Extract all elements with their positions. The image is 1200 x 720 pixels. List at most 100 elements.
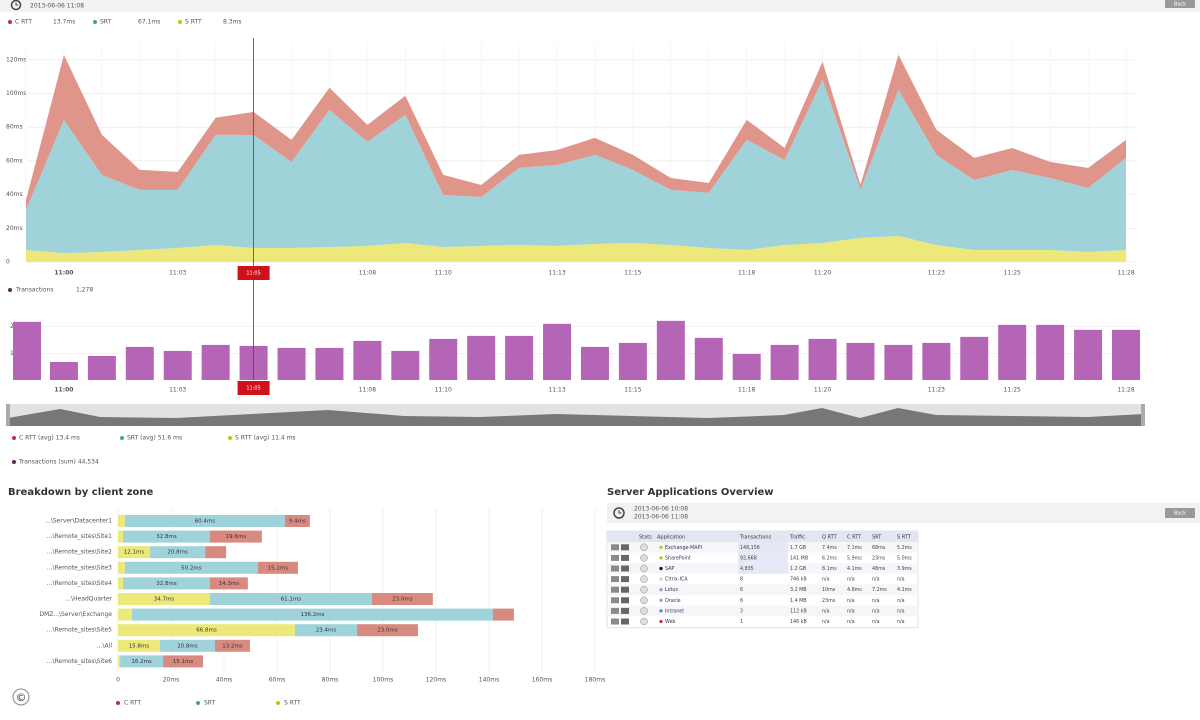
table-cell[interactable]: SAP xyxy=(665,566,674,572)
bar xyxy=(808,338,837,380)
table-cell[interactable]: Lotus xyxy=(665,587,678,593)
column-header[interactable]: SRT xyxy=(872,535,882,541)
table-cell: 23ms xyxy=(822,598,836,604)
bar xyxy=(884,344,913,380)
navigator-handle[interactable] xyxy=(6,404,10,426)
legend-label: S RTT xyxy=(185,19,202,26)
table-cell: 68ms xyxy=(872,545,886,551)
navigator-handle[interactable] xyxy=(1141,404,1145,426)
table-row xyxy=(607,605,918,617)
bar-segment xyxy=(284,515,310,527)
x-tick-label: 11:20 xyxy=(814,270,831,277)
column-header[interactable]: Transactions xyxy=(739,535,772,541)
back-button-label[interactable]: Back xyxy=(1174,2,1186,8)
column-header[interactable]: S RTT xyxy=(897,535,912,541)
stats-icon[interactable] xyxy=(621,597,629,604)
x-tick-label: 11:15 xyxy=(624,270,641,277)
column-header[interactable]: Q RTT xyxy=(822,535,838,541)
table-cell: 4.8ms xyxy=(847,587,862,593)
value-label: 23.0ms xyxy=(377,628,398,634)
legend-dot xyxy=(12,460,16,464)
table-cell: 4.1ms xyxy=(847,566,862,572)
stats-icon[interactable] xyxy=(611,554,619,561)
summary-label: S RTT (avg) xyxy=(235,435,269,442)
table-cell: 7.1ms xyxy=(847,545,862,551)
legend-dot xyxy=(196,701,200,705)
table-cell[interactable]: Exchange-MAPI xyxy=(665,545,702,551)
table-cell: 6.2ms xyxy=(822,555,837,561)
table-cell[interactable]: Oracle xyxy=(665,598,681,604)
table-cell[interactable]: Citrix-ICA xyxy=(665,577,688,583)
x-tick-label: 11:28 xyxy=(1117,387,1134,394)
status-icon xyxy=(640,617,648,626)
column-header[interactable]: Application xyxy=(657,535,685,541)
table-cell: n/a xyxy=(847,577,855,583)
x-tick-label: 11:03 xyxy=(169,270,186,277)
bar-segment xyxy=(209,530,262,543)
y-tick-label: 20ms xyxy=(6,225,23,232)
status-icon xyxy=(640,575,648,583)
legend-label: C RTT xyxy=(124,700,141,707)
table-cell[interactable]: Intranet xyxy=(665,608,684,614)
stats-icon[interactable] xyxy=(621,586,629,593)
bar-segment xyxy=(124,515,285,527)
bar-segment xyxy=(118,561,125,574)
cursor-label: 11:05 xyxy=(246,386,260,392)
stats-icon[interactable] xyxy=(611,607,619,614)
x-tick-label: 11:23 xyxy=(928,387,945,394)
category-label: ...\Remote_sites\Site5 xyxy=(47,627,112,634)
value-label: 15.1ms xyxy=(173,659,194,665)
bar-segment xyxy=(118,655,121,668)
row-highlight xyxy=(738,542,788,553)
app-dot xyxy=(659,566,663,571)
bar xyxy=(656,320,685,380)
value-label: 13.2ms xyxy=(222,643,243,649)
stats-icon[interactable] xyxy=(621,554,629,561)
table-cell: n/a xyxy=(872,577,880,583)
category-label: ...\All xyxy=(97,642,113,649)
bar-segment xyxy=(492,608,514,621)
stats-icon[interactable] xyxy=(621,576,629,583)
back-button[interactable] xyxy=(1165,0,1195,8)
stats-icon[interactable] xyxy=(611,544,619,551)
back-button-label[interactable]: Back xyxy=(1174,511,1186,517)
legend-dot xyxy=(228,436,232,440)
table-cell: 7.4ms xyxy=(822,545,837,551)
table-cell[interactable]: SharePoint xyxy=(665,555,691,561)
app-dot xyxy=(659,598,663,602)
bar xyxy=(201,344,230,380)
legend-label: SRT xyxy=(204,700,216,707)
value-label: 20.8ms xyxy=(167,550,188,556)
app-dot xyxy=(659,577,663,581)
column-header[interactable]: C RTT xyxy=(847,535,862,541)
x-tick-label: 80ms xyxy=(322,677,339,684)
table-cell: n/a xyxy=(847,598,855,604)
stats-icon[interactable] xyxy=(611,618,619,625)
stats-icon[interactable] xyxy=(611,576,619,583)
back-button[interactable] xyxy=(1165,508,1195,518)
bar xyxy=(13,321,41,380)
value-label: 32.8ms xyxy=(156,534,177,540)
table-cell: 23ms xyxy=(872,555,886,561)
stats-icon[interactable] xyxy=(611,586,619,593)
x-tick-label: 180ms xyxy=(585,677,605,684)
column-header[interactable]: Stats xyxy=(639,535,652,541)
legend-dot xyxy=(8,20,12,24)
legend-value: 67.1ms xyxy=(138,19,160,26)
bar-segment xyxy=(205,546,227,559)
stats-icon[interactable] xyxy=(621,607,629,614)
stats-icon[interactable] xyxy=(621,544,629,551)
status-icon xyxy=(640,554,648,562)
stats-icon[interactable] xyxy=(621,618,629,625)
app-dot xyxy=(659,545,663,549)
table-cell[interactable]: Web xyxy=(665,619,675,625)
value-label: 66.8ms xyxy=(196,628,217,634)
stats-icon[interactable] xyxy=(611,597,619,604)
column-header[interactable]: Traffic xyxy=(789,535,805,541)
category-label: ...\Remote_sites\Site1 xyxy=(47,533,112,540)
x-tick-label: 20ms xyxy=(163,677,180,684)
x-tick-label: 11:18 xyxy=(738,270,755,277)
stats-icon[interactable] xyxy=(621,565,629,572)
stats-icon[interactable] xyxy=(611,565,619,572)
